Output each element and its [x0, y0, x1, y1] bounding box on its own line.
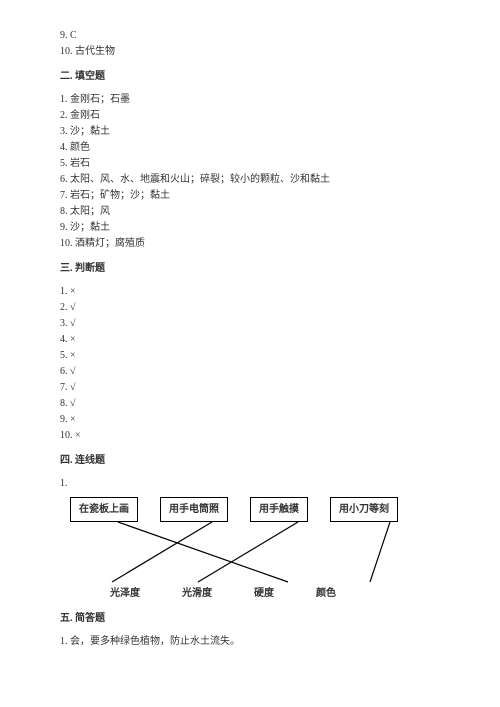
diagram-boxes-row: 在瓷板上画用手电筒照用手触摸用小刀等刻	[60, 497, 440, 522]
diagram-box-3: 用手触摸	[250, 497, 308, 522]
fill-blank-item-4: 4. 颜色	[60, 140, 440, 155]
judge-item-6: 6. √	[60, 364, 440, 379]
connection-line-2	[112, 522, 212, 582]
section-2-list: 1. 金刚石；石墨2. 金刚石3. 沙；黏土4. 颜色5. 岩石6. 太阳、风、…	[60, 92, 440, 251]
judge-item-4: 4. ×	[60, 332, 440, 347]
fill-blank-item-7: 7. 岩石；矿物；沙；黏土	[60, 188, 440, 203]
section-5-head: 五. 简答题	[60, 611, 440, 626]
judge-item-2: 2. √	[60, 300, 440, 315]
diagram-labels-row: 光泽度 光滑度 硬度 颜色	[60, 586, 440, 601]
matching-diagram: 在瓷板上画用手电筒照用手触摸用小刀等刻 光泽度 光滑度 硬度 颜色	[60, 497, 440, 601]
section-3-head: 三. 判断题	[60, 261, 440, 276]
section-2-head: 二. 填空题	[60, 69, 440, 84]
fill-blank-item-6: 6. 太阳、风、水、地震和火山；碎裂；较小的颗粒、沙和黏土	[60, 172, 440, 187]
intro-line-2: 10. 古代生物	[60, 44, 440, 59]
fill-blank-item-8: 8. 太阳；风	[60, 204, 440, 219]
diagram-box-4: 用小刀等刻	[330, 497, 398, 522]
judge-item-7: 7. √	[60, 380, 440, 395]
connection-line-1	[118, 522, 288, 582]
diagram-label-2: 光滑度	[182, 586, 212, 601]
fill-blank-item-2: 2. 金刚石	[60, 108, 440, 123]
connection-line-3	[198, 522, 298, 582]
section-3-list: 1. ×2. √3. √4. ×5. ×6. √7. √8. √9. ×10. …	[60, 284, 440, 443]
intro-line-1: 9. C	[60, 28, 440, 43]
judge-item-1: 1. ×	[60, 284, 440, 299]
connection-line-4	[370, 522, 390, 582]
judge-item-8: 8. √	[60, 396, 440, 411]
fill-blank-item-10: 10. 酒精灯；腐殖质	[60, 236, 440, 251]
judge-item-10: 10. ×	[60, 428, 440, 443]
judge-item-5: 5. ×	[60, 348, 440, 363]
section-4-lead: 1.	[60, 476, 440, 491]
fill-blank-item-3: 3. 沙；黏土	[60, 124, 440, 139]
fill-blank-item-9: 9. 沙；黏土	[60, 220, 440, 235]
judge-item-9: 9. ×	[60, 412, 440, 427]
fill-blank-item-1: 1. 金刚石；石墨	[60, 92, 440, 107]
section-4-head: 四. 连线题	[60, 453, 440, 468]
diagram-label-4: 颜色	[316, 586, 336, 601]
diagram-connections	[60, 522, 440, 584]
diagram-box-1: 在瓷板上画	[70, 497, 138, 522]
diagram-box-2: 用手电筒照	[160, 497, 228, 522]
short-answer-item-1: 1. 会，要多种绿色植物，防止水土流失。	[60, 634, 440, 649]
diagram-label-1: 光泽度	[110, 586, 140, 601]
diagram-label-3: 硬度	[254, 586, 274, 601]
judge-item-3: 3. √	[60, 316, 440, 331]
section-5-list: 1. 会，要多种绿色植物，防止水土流失。	[60, 634, 440, 649]
fill-blank-item-5: 5. 岩石	[60, 156, 440, 171]
